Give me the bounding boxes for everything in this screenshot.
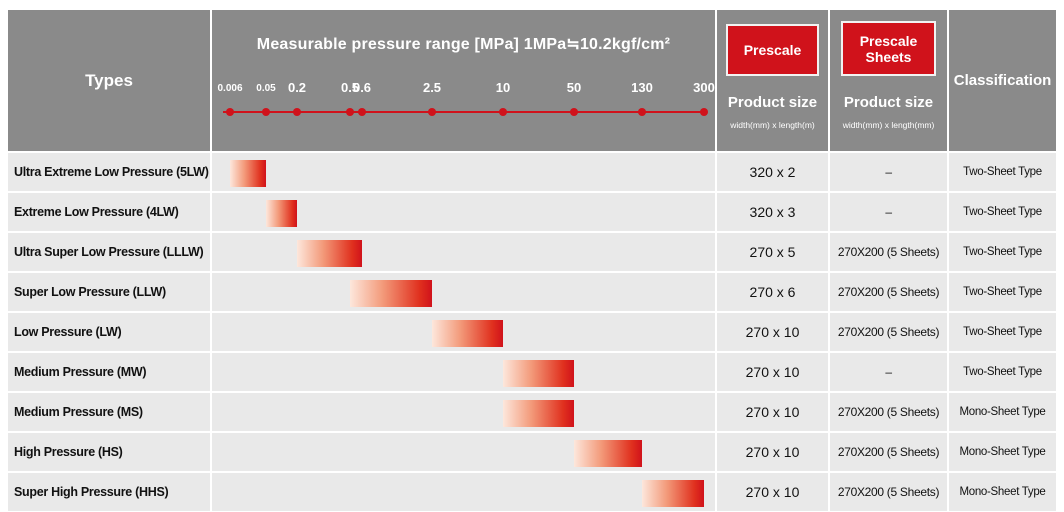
table-row: High Pressure (HS) 270 x 10 270X200 (5 She… (8, 433, 1056, 471)
range-cell (212, 273, 715, 311)
prescale-size-cell: 270 x 10 (717, 313, 828, 351)
type-cell: Medium Pressure (MS) (8, 393, 210, 431)
axis-tick-label: 10 (495, 80, 511, 95)
header-types: Types (8, 10, 210, 151)
axis-tick-dot (346, 108, 354, 116)
classification-cell: Mono-Sheet Type (949, 433, 1056, 471)
sheets-size-cell: – (830, 153, 947, 191)
sheets-size-cell: – (830, 353, 947, 391)
table-row: Extreme Low Pressure (4LW) 320 x 3– Two-Sh… (8, 193, 1056, 231)
classification-cell: Mono-Sheet Type (949, 393, 1056, 431)
prescale-size-cell: 270 x 10 (717, 473, 828, 511)
type-cell: Extreme Low Pressure (4LW) (8, 193, 210, 231)
axis-tick-dot (570, 108, 578, 116)
classification-cell: Two-Sheet Type (949, 273, 1056, 311)
pressure-range-bar (350, 280, 432, 307)
header-classification-label: Classification (953, 72, 1052, 89)
pressure-range-title: Measurable pressure range [MPa] 1MPa≒10.… (256, 36, 671, 53)
sheets-size-cell: 270X200 (5 Sheets) (830, 393, 947, 431)
prescale-size-cell: 270 x 5 (717, 233, 828, 271)
range-cell (212, 313, 715, 351)
prescale-size-unit: width(mm) x length(m) (730, 120, 815, 130)
range-cell (212, 433, 715, 471)
type-cell: Super High Pressure (HHS) (8, 473, 210, 511)
axis-tick-dot (358, 108, 366, 116)
sheets-size-cell: 270X200 (5 Sheets) (830, 273, 947, 311)
axis-tick-label: 130 (631, 80, 653, 95)
table-row: Medium Pressure (MW) 270 x 10– Two-Sheet T… (8, 353, 1056, 391)
type-cell: Low Pressure (LW) (8, 313, 210, 351)
classification-cell: Two-Sheet Type (949, 353, 1056, 391)
header-types-label: Types (85, 70, 133, 90)
axis-tick-dot (226, 108, 234, 116)
pressure-range-bar (432, 320, 503, 347)
sheets-size-cell: 270X200 (5 Sheets) (830, 433, 947, 471)
pressure-range-bar (297, 240, 362, 267)
axis-tick-dot (499, 108, 507, 116)
sheets-size-cell: 270X200 (5 Sheets) (830, 233, 947, 271)
pressure-range-bar (574, 440, 642, 467)
range-cell (212, 353, 715, 391)
axis-tick-label: 300 (693, 80, 715, 95)
type-cell: Ultra Super Low Pressure (LLLW) (8, 233, 210, 271)
table-row: Medium Pressure (MS) 270 x 10 270X200 (5 S… (8, 393, 1056, 431)
type-cell: Ultra Extreme Low Pressure (5LW) (8, 153, 210, 191)
axis-tick-label: 0.6 (352, 80, 372, 95)
table-row: Low Pressure (LW) 270 x 10 270X200 (5 Shee… (8, 313, 1056, 351)
classification-cell: Two-Sheet Type (949, 313, 1056, 351)
classification-cell: Two-Sheet Type (949, 153, 1056, 191)
axis-tick-dot (700, 108, 708, 116)
range-cell (212, 233, 715, 271)
axis-tick-dot (638, 108, 646, 116)
pressure-range-bar (503, 360, 574, 387)
table-row: Ultra Super Low Pressure (LLLW) 270 x 5 27… (8, 233, 1056, 271)
prescale-size-cell: 320 x 2 (717, 153, 828, 191)
axis-tick-label: 0.006 (217, 83, 243, 94)
prescale-size-cell: 270 x 10 (717, 353, 828, 391)
prescale-size-cell: 270 x 6 (717, 273, 828, 311)
sheets-size-cell: 270X200 (5 Sheets) (830, 473, 947, 511)
table-row: Super Low Pressure (LLW) 270 x 6 270X200 (… (8, 273, 1056, 311)
axis-tick-label: 50 (566, 80, 582, 95)
prescale-size-cell: 320 x 3 (717, 193, 828, 231)
pressure-range-bar (266, 200, 297, 227)
prescale-sheets-badge: Prescale Sheets (841, 21, 936, 76)
type-cell: High Pressure (HS) (8, 433, 210, 471)
classification-cell: Two-Sheet Type (949, 193, 1056, 231)
range-cell (212, 193, 715, 231)
axis-tick-dot (262, 108, 270, 116)
axis-tick-label: 0.05 (256, 83, 276, 94)
classification-cell: Mono-Sheet Type (949, 473, 1056, 511)
axis-tick-label: 2.5 (422, 80, 442, 95)
prescale-badge: Prescale (726, 24, 819, 76)
type-cell: Medium Pressure (MW) (8, 353, 210, 391)
sheets-size-cell: – (830, 193, 947, 231)
axis-tick-label: 0.2 (287, 80, 307, 95)
range-cell (212, 473, 715, 511)
range-cell (212, 393, 715, 431)
prescale-product-size-label: Product size (727, 94, 818, 111)
classification-cell: Two-Sheet Type (949, 233, 1056, 271)
prescale-size-cell: 270 x 10 (717, 433, 828, 471)
range-cell (212, 153, 715, 191)
pressure-range-bar (642, 480, 704, 507)
axis-tick-label: 0.5 (340, 80, 360, 95)
header-prescale-sheets: Prescale Sheets Product size width(mm) x… (830, 10, 947, 151)
axis-tick-dot (293, 108, 301, 116)
type-cell: Super Low Pressure (LLW) (8, 273, 210, 311)
header-classification: Classification (949, 10, 1056, 151)
header-prescale: Prescale Product size width(mm) x length… (717, 10, 828, 151)
pressure-range-bar (503, 400, 574, 427)
table-row: Ultra Extreme Low Pressure (5LW) 320 x 2–… (8, 153, 1056, 191)
sheets-product-size-label: Product size (843, 94, 934, 111)
pressure-range-bar (230, 160, 266, 187)
pressure-axis-line (223, 111, 707, 113)
sheets-size-cell: 270X200 (5 Sheets) (830, 313, 947, 351)
axis-tick-dot (428, 108, 436, 116)
prescale-size-cell: 270 x 10 (717, 393, 828, 431)
table-row: Super High Pressure (HHS) 270 x 10 270X200… (8, 473, 1056, 511)
sheets-size-unit: width(mm) x length(mm) (842, 120, 935, 130)
header-pressure-range: Measurable pressure range [MPa] 1MPa≒10.… (212, 10, 715, 151)
